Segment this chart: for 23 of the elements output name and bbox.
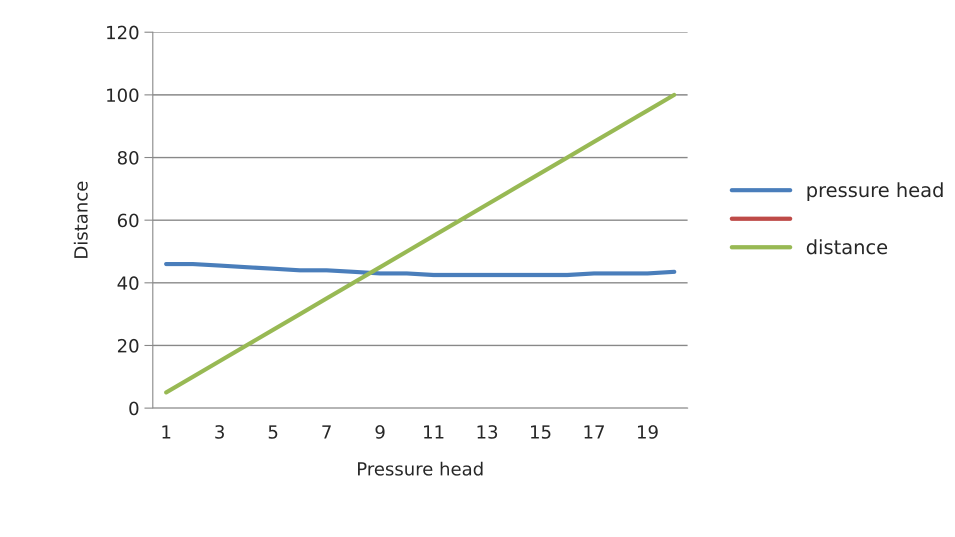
x-tick-label: 19 <box>638 425 658 439</box>
legend-label: distance <box>806 239 888 254</box>
line-series <box>164 262 676 278</box>
legend-label: pressure head <box>807 182 943 202</box>
x-tick-label: 17 <box>584 425 604 439</box>
y-tick-label: 100 <box>107 88 138 102</box>
x-tick-label: 9 <box>375 425 385 439</box>
line-series <box>164 92 676 395</box>
y-tick-label: 80 <box>118 150 138 165</box>
x-tick-label: 11 <box>424 425 444 439</box>
y-tick-label: 20 <box>118 338 138 353</box>
x-tick-label: 1 <box>162 425 170 439</box>
x-tick-label: 3 <box>215 425 224 439</box>
y-tick-label: 0 <box>129 402 138 416</box>
x-tick-label: 15 <box>531 425 550 439</box>
y-axis-title: Distance <box>74 182 88 258</box>
y-tick-label: 40 <box>118 276 138 290</box>
x-tick-label: 13 <box>478 425 498 439</box>
x-tick-label: 5 <box>268 425 278 439</box>
x-axis-title: Pressure head <box>358 462 483 476</box>
y-tick-label: 120 <box>107 26 138 40</box>
x-tick-label: 7 <box>322 425 331 439</box>
y-tick-label: 60 <box>118 214 138 228</box>
